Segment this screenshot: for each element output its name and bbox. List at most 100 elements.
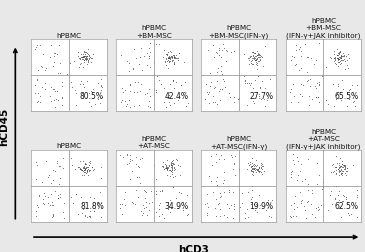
Point — [124, 152, 130, 156]
Point — [208, 81, 214, 85]
Point — [54, 160, 60, 164]
Point — [33, 214, 39, 218]
Point — [55, 196, 61, 200]
Point — [261, 170, 267, 174]
Point — [123, 203, 128, 207]
Point — [253, 170, 259, 174]
Point — [84, 52, 90, 56]
Point — [52, 189, 58, 193]
Point — [257, 56, 263, 60]
Point — [153, 88, 159, 92]
Point — [256, 56, 262, 60]
Point — [323, 66, 329, 70]
Point — [346, 89, 351, 93]
Point — [129, 200, 135, 204]
Point — [165, 207, 171, 211]
Point — [164, 56, 169, 60]
Point — [258, 57, 264, 61]
Point — [210, 44, 216, 48]
Point — [122, 89, 128, 93]
Point — [254, 56, 260, 60]
Point — [82, 168, 88, 172]
Point — [344, 64, 350, 68]
Point — [345, 52, 351, 56]
Point — [221, 178, 227, 182]
Point — [80, 91, 85, 95]
Point — [212, 207, 218, 211]
Point — [293, 44, 299, 48]
Point — [161, 168, 167, 172]
Point — [85, 168, 91, 172]
Point — [245, 167, 250, 171]
Point — [69, 156, 74, 160]
Point — [346, 93, 352, 97]
Point — [246, 164, 252, 168]
Point — [298, 199, 304, 203]
Point — [253, 52, 258, 56]
Point — [154, 210, 160, 214]
Point — [211, 86, 216, 90]
Point — [59, 103, 65, 107]
Point — [169, 56, 175, 60]
Point — [169, 56, 175, 60]
Point — [205, 205, 211, 209]
Point — [172, 174, 177, 178]
Point — [69, 85, 75, 89]
Point — [73, 91, 79, 95]
Point — [144, 52, 150, 56]
Title: hPBMC
+AT-MSC: hPBMC +AT-MSC — [137, 136, 170, 149]
Point — [213, 153, 219, 157]
Point — [79, 169, 85, 173]
Point — [167, 210, 173, 214]
Point — [334, 54, 340, 58]
Point — [184, 193, 190, 197]
Point — [80, 55, 86, 59]
Point — [165, 57, 171, 61]
Point — [325, 103, 331, 107]
Point — [76, 66, 82, 70]
Point — [253, 167, 258, 171]
Point — [302, 208, 308, 212]
Point — [119, 86, 125, 90]
Point — [308, 202, 314, 206]
Point — [151, 61, 157, 65]
Point — [204, 192, 210, 196]
Point — [319, 187, 325, 191]
Point — [291, 56, 297, 60]
Point — [137, 56, 143, 60]
Point — [59, 85, 65, 89]
Point — [166, 57, 172, 61]
Point — [180, 208, 186, 212]
Point — [146, 47, 152, 51]
Point — [337, 164, 343, 168]
Point — [216, 158, 222, 162]
Point — [177, 173, 183, 177]
Point — [255, 167, 261, 171]
Point — [157, 201, 163, 205]
Point — [168, 166, 174, 170]
Point — [316, 207, 322, 211]
Point — [316, 42, 322, 46]
Point — [217, 207, 223, 211]
Point — [253, 58, 258, 62]
Point — [305, 188, 311, 192]
Point — [331, 104, 337, 108]
Point — [345, 67, 351, 71]
Point — [210, 94, 216, 98]
Point — [344, 105, 350, 109]
Point — [49, 203, 55, 207]
Point — [315, 96, 320, 100]
Point — [336, 198, 342, 202]
Point — [127, 82, 133, 86]
Point — [266, 214, 272, 218]
Point — [335, 193, 341, 197]
Point — [351, 99, 357, 103]
Point — [249, 58, 255, 62]
Point — [328, 171, 334, 175]
Point — [335, 167, 341, 171]
Point — [87, 215, 93, 219]
Point — [262, 86, 268, 90]
Point — [339, 159, 345, 163]
Point — [165, 56, 171, 60]
Point — [335, 85, 341, 89]
